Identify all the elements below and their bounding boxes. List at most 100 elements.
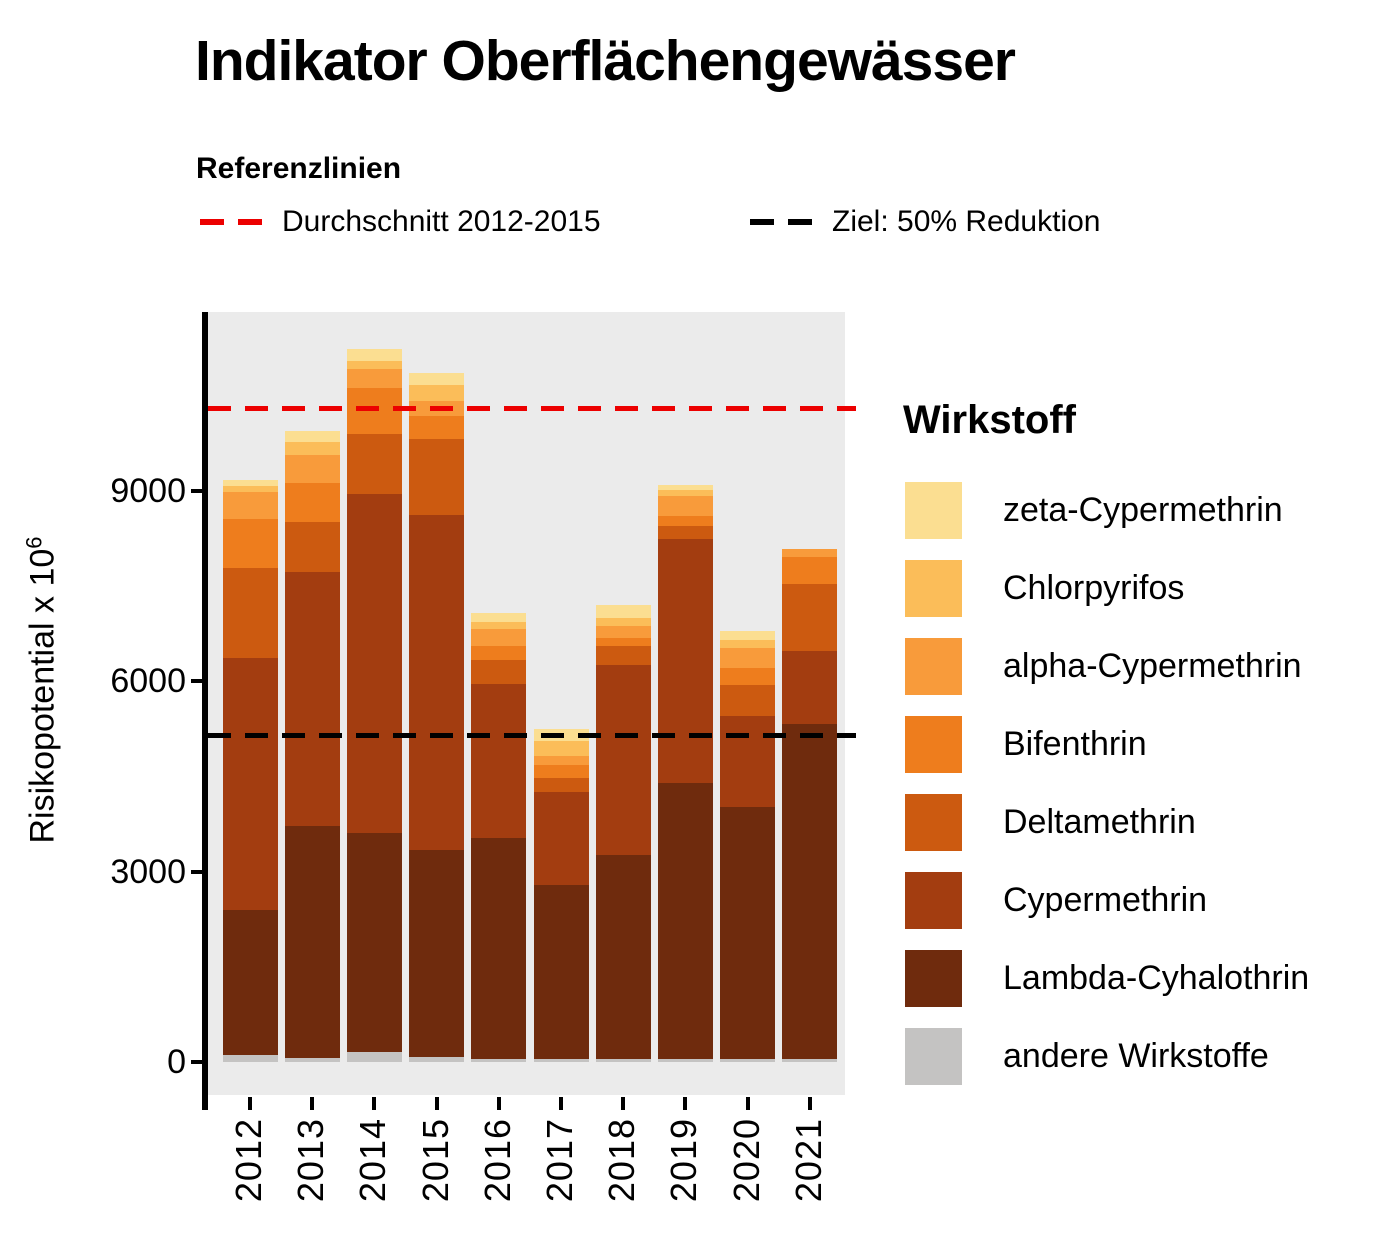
bar-segment-2018-alpha-Cypermethrin (595, 626, 651, 639)
bar-segment-2018-zeta-Cypermethrin (595, 604, 651, 619)
bar-segment-2016-Deltamethrin (471, 660, 527, 684)
bar-segment-2019-alpha-Cypermethrin (657, 496, 713, 517)
reference-line-average (208, 405, 856, 411)
bar-segment-2020-Deltamethrin (720, 685, 776, 716)
bar-segment-2017-Bifenthrin (533, 765, 589, 778)
x-tick-mark (372, 1097, 377, 1110)
bar-segment-2014-alpha-Cypermethrin (346, 369, 402, 388)
legend-swatch-Deltamethrin (905, 794, 962, 851)
x-tick-mark (621, 1097, 626, 1110)
bar-segment-2019-andere Wirkstoffe (657, 1058, 713, 1062)
bar-2012 (222, 480, 278, 1062)
y-tick-label: 9000 (110, 471, 186, 510)
legend-label-Chlorpyrifos: Chlorpyrifos (1003, 569, 1185, 607)
bar-segment-2018-Deltamethrin (595, 646, 651, 665)
bar-2017 (533, 729, 589, 1062)
bar-segment-2020-Chlorpyrifos (720, 640, 776, 648)
x-tick-label-2014: 2014 (352, 1118, 394, 1203)
bar-segment-2021-andere Wirkstoffe (782, 1058, 838, 1062)
legend-swatch-Bifenthrin (905, 716, 962, 773)
y-tick-label: 6000 (110, 662, 186, 700)
reference-legend-item-target: Ziel: 50% Reduktion (750, 205, 1100, 239)
bar-segment-2015-zeta-Cypermethrin (409, 373, 465, 385)
bar-2018 (595, 604, 651, 1062)
bar-segment-2019-zeta-Cypermethrin (657, 485, 713, 490)
bar-segment-2015-andere Wirkstoffe (409, 1056, 465, 1062)
legend-swatch-zeta-Cypermethrin (905, 482, 962, 539)
bar-segment-2014-zeta-Cypermethrin (346, 349, 402, 362)
legend-swatch-Lambda-Cyhalothrin (905, 950, 962, 1007)
x-tick-mark (683, 1097, 688, 1110)
bar-segment-2020-Lambda-Cyhalothrin (720, 806, 776, 1059)
legend-swatch-Cypermethrin (905, 872, 962, 929)
x-tick-mark (559, 1097, 563, 1110)
bar-segment-2014-Cypermethrin (346, 493, 402, 833)
y-axis-title-text: Risikopotential x 10 (23, 548, 62, 844)
bar-2013 (284, 431, 340, 1062)
bar-segment-2018-Cypermethrin (595, 664, 651, 855)
legend-label-Bifenthrin: Bifenthrin (1003, 725, 1147, 763)
bar-segment-2013-Bifenthrin (284, 482, 340, 523)
bar-segment-2016-andere Wirkstoffe (471, 1059, 527, 1062)
bar-segment-2014-Chlorpyrifos (346, 361, 402, 370)
bar-segment-2018-Chlorpyrifos (595, 618, 651, 627)
bar-segment-2013-Cypermethrin (284, 572, 340, 826)
bar-segment-2020-andere Wirkstoffe (720, 1058, 776, 1062)
bar-segment-2021-Deltamethrin (782, 583, 838, 651)
bar-segment-2021-alpha-Cypermethrin (782, 549, 838, 557)
reference-line-label: Durchschnitt 2012-2015 (282, 205, 601, 238)
x-tick-label-2012: 2012 (228, 1118, 269, 1203)
bar-segment-2013-Lambda-Cyhalothrin (284, 825, 340, 1059)
x-tick-label-2019: 2019 (663, 1118, 705, 1203)
bar-segment-2018-Bifenthrin (595, 638, 651, 647)
x-tick-label-2015: 2015 (414, 1118, 456, 1203)
bar-segment-2014-Lambda-Cyhalothrin (346, 832, 402, 1053)
y-axis-line (202, 312, 208, 1110)
bar-segment-2012-zeta-Cypermethrin (222, 480, 278, 487)
bar-segment-2018-andere Wirkstoffe (595, 1058, 651, 1062)
legend-swatch-Chlorpyrifos (905, 560, 962, 617)
bar-segment-2017-Cypermethrin (533, 792, 589, 885)
bar-segment-2012-alpha-Cypermethrin (222, 491, 278, 519)
bar-segment-2020-Cypermethrin (720, 715, 776, 807)
bar-segment-2013-zeta-Cypermethrin (284, 431, 340, 442)
x-tick-mark (745, 1097, 750, 1110)
bar-segment-2015-Chlorpyrifos (409, 384, 465, 402)
bar-segment-2016-Lambda-Cyhalothrin (471, 837, 527, 1060)
x-tick-mark (310, 1097, 315, 1110)
bar-segment-2021-Lambda-Cyhalothrin (782, 724, 838, 1059)
legend-title: Wirkstoff (903, 398, 1076, 442)
bar-segment-2014-Deltamethrin (346, 434, 402, 494)
legend: Wirkstoff (903, 398, 1076, 443)
reference-line-target (208, 732, 856, 738)
bar-segment-2016-alpha-Cypermethrin (471, 629, 527, 646)
x-tick-label-2016: 2016 (476, 1118, 518, 1203)
x-tick-label-2018: 2018 (601, 1118, 643, 1203)
bar-segment-2020-zeta-Cypermethrin (720, 630, 776, 641)
x-tick-mark (496, 1097, 501, 1110)
reference-lines-heading: Referenzlinien (196, 152, 402, 185)
bar-segment-2019-Lambda-Cyhalothrin (657, 782, 713, 1059)
bar-2015 (409, 373, 465, 1062)
legend-label-Cypermethrin: Cypermethrin (1003, 881, 1208, 919)
reference-line-label: Ziel: 50% Reduktion (832, 205, 1101, 238)
bar-segment-2013-andere Wirkstoffe (284, 1058, 340, 1062)
bar-segment-2016-Bifenthrin (471, 645, 527, 661)
bar-segment-2016-zeta-Cypermethrin (471, 612, 527, 622)
bar-segment-2017-Chlorpyrifos (533, 740, 589, 756)
bar-segment-2019-Deltamethrin (657, 525, 713, 540)
bar-2020 (720, 630, 776, 1062)
y-tick-mark (191, 1060, 205, 1064)
reference-legend-item-average: Durchschnitt 2012-2015 (200, 205, 601, 239)
bar-segment-2013-Chlorpyrifos (284, 441, 340, 455)
bar-2014 (346, 349, 402, 1062)
x-tick-label-2013: 2013 (290, 1118, 332, 1203)
legend-swatch-alpha-Cypermethrin (905, 638, 962, 695)
bar-segment-2021-Bifenthrin (782, 556, 838, 584)
bar-segment-2017-Lambda-Cyhalothrin (533, 884, 589, 1059)
page-title: Indikator Oberflächengewässer (195, 29, 1016, 93)
x-tick-mark (248, 1097, 252, 1110)
bar-segment-2014-andere Wirkstoffe (346, 1052, 402, 1062)
bar-2016 (471, 612, 527, 1062)
